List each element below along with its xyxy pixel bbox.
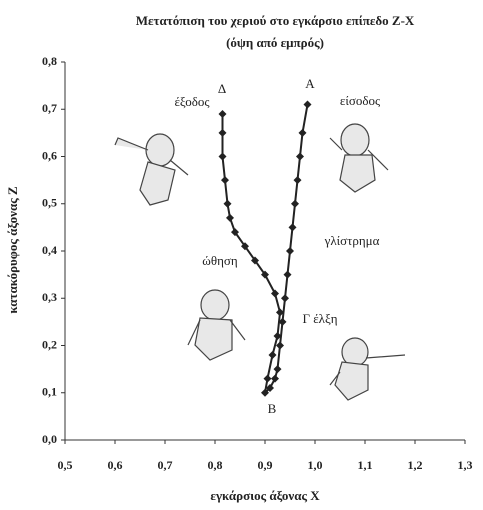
trajectory-point	[273, 332, 282, 341]
trajectory-point	[261, 270, 269, 279]
trajectory-point	[251, 256, 259, 265]
x-tick-label: 0,7	[158, 458, 173, 472]
annotation: Β	[268, 401, 277, 416]
trajectory-point	[303, 100, 312, 109]
trajectory-point	[221, 176, 229, 185]
y-tick-label: 0,2	[42, 337, 57, 351]
trajectory-point	[218, 128, 227, 137]
chart-subtitle: (όψη από εμπρός)	[226, 35, 324, 50]
trajectory-line	[221, 104, 309, 396]
y-tick-label: 0,3	[42, 290, 57, 304]
trajectory-point	[261, 388, 269, 397]
y-tick-label: 0,0	[42, 432, 57, 446]
y-tick-label: 0,6	[42, 148, 57, 162]
trajectory-point	[231, 228, 239, 237]
y-tick-label: 0,7	[42, 101, 57, 115]
trajectory-point	[283, 270, 292, 279]
trajectory-point	[263, 374, 272, 383]
trajectory-point	[218, 152, 227, 161]
trajectory-point	[268, 350, 277, 359]
trajectory-point	[226, 213, 234, 222]
x-tick-label: 1,2	[408, 458, 423, 472]
annotation: Δ	[218, 81, 226, 96]
trajectory-point	[278, 317, 287, 326]
y-tick-label: 0,4	[42, 243, 57, 257]
x-tick-label: 1,1	[358, 458, 373, 472]
annotation: ώθηση	[202, 253, 238, 268]
annotation: Α	[305, 76, 315, 91]
y-tick-label: 0,1	[42, 385, 57, 399]
trajectory-point	[218, 109, 227, 118]
x-tick-label: 1,3	[458, 458, 473, 472]
x-tick-label: 0,8	[208, 458, 223, 472]
trajectory-point	[266, 384, 274, 393]
swimmer-figure	[187, 289, 246, 361]
trajectory-point	[281, 294, 289, 303]
annotation: έξοδος	[174, 94, 210, 109]
annotation: Γ έλξη	[302, 311, 337, 326]
trajectory-point	[223, 199, 232, 208]
annotation: γλίστρημα	[324, 233, 380, 248]
chart-title: Μετατόπιση του χεριού στο εγκάρσιο επίπε…	[136, 13, 415, 28]
swimmer-figures	[114, 123, 406, 401]
y-tick-label: 0,8	[42, 54, 57, 68]
trajectory-point	[291, 199, 299, 208]
x-tick-label: 0,5	[58, 458, 73, 472]
trajectory-point	[273, 365, 282, 374]
x-axis-label: εγκάρσιος άξονας X	[210, 488, 320, 503]
y-tick-label: 0,5	[42, 196, 57, 210]
x-tick-label: 0,9	[258, 458, 273, 472]
trajectory-point	[296, 152, 304, 161]
swimmer-figure	[114, 133, 189, 206]
y-axis-label: κατακόρυφος άξονας Z	[5, 186, 20, 314]
trajectory-point	[276, 308, 284, 317]
trajectory-point	[293, 176, 302, 185]
trajectory-point	[288, 223, 297, 232]
annotation: είσοδος	[340, 93, 381, 108]
trajectory-point	[241, 242, 249, 251]
x-tick-label: 1,0	[308, 458, 323, 472]
trajectory-point	[271, 374, 279, 383]
trajectory-point	[298, 128, 307, 137]
trajectory-point	[276, 341, 284, 350]
swimmer-figure	[329, 123, 389, 193]
trajectory-point	[286, 247, 294, 255]
trajectory-point	[271, 289, 279, 298]
x-tick-label: 0,6	[108, 458, 123, 472]
swimmer-figure	[329, 337, 406, 401]
